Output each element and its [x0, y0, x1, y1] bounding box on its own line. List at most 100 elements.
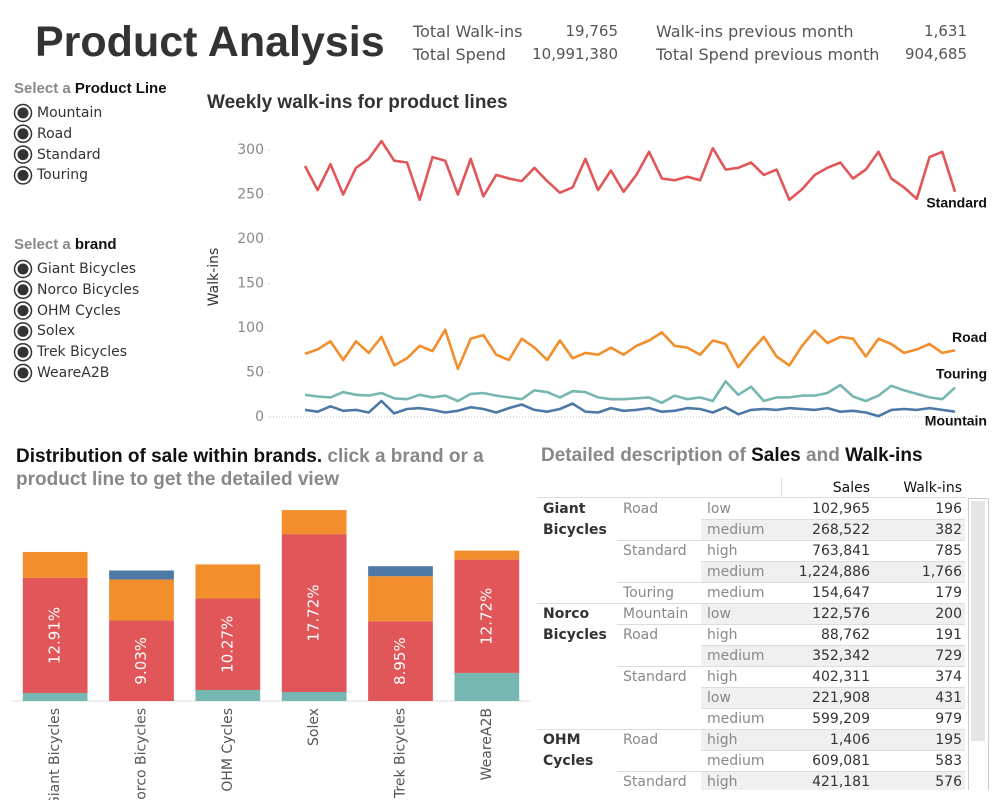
line-cell[interactable]: Standard: [623, 543, 687, 559]
radio-dot: [17, 128, 29, 140]
line-cell[interactable]: Standard: [623, 669, 687, 685]
bar-segment[interactable]: [368, 576, 433, 622]
table-header-line: [537, 497, 965, 498]
series-line: [303, 139, 957, 202]
row-divider: [537, 729, 965, 730]
series-label: Road: [952, 329, 987, 345]
line-cell[interactable]: Road: [623, 627, 659, 643]
x-tick-label[interactable]: OHM Cycles: [220, 708, 236, 792]
bar-segment[interactable]: [368, 621, 433, 701]
kpi-label: Total Walk-ins: [413, 22, 523, 41]
row-divider: [701, 750, 965, 751]
y-tick-label: 0: [255, 409, 264, 425]
y-tick-label: 100: [237, 320, 264, 336]
column-header: Walk-ins: [903, 480, 962, 496]
brand-cell[interactable]: Norco Bicycles: [543, 606, 607, 643]
row-shading: [701, 729, 965, 750]
bar-segment[interactable]: [22, 577, 88, 693]
x-tick-label[interactable]: Trek Bicycles: [393, 708, 409, 799]
kpi-value: 19,765: [565, 22, 619, 40]
line-cell[interactable]: Touring: [623, 585, 675, 601]
y-tick-label: 150: [237, 276, 264, 292]
level-cell: high: [707, 627, 738, 643]
bar-segment[interactable]: [195, 598, 261, 690]
bar-segment[interactable]: [281, 534, 347, 693]
kpi-label: Total Spend: [413, 45, 506, 64]
level-cell: medium: [707, 711, 765, 727]
row-divider: [701, 645, 965, 646]
bar-segment[interactable]: [109, 579, 174, 621]
scrollbar-thumb: [971, 501, 985, 741]
walkins-cell: 196: [935, 501, 962, 517]
sales-cell: 88,762: [821, 627, 870, 643]
bar-segment[interactable]: [454, 559, 520, 673]
column-header: Sales: [832, 480, 870, 496]
bar-segment[interactable]: [109, 620, 174, 701]
walkins-cell: 374: [935, 669, 962, 685]
walkins-cell: 576: [935, 774, 962, 790]
bar-segment[interactable]: [281, 692, 347, 701]
bar-segment[interactable]: [22, 551, 88, 578]
filter-option[interactable]: Touring: [37, 167, 89, 184]
filter-prefix: Select a: [14, 80, 71, 97]
series-line: [304, 380, 956, 405]
title-part: Detailed description of: [541, 445, 746, 466]
row-divider: [617, 540, 965, 541]
filter-option[interactable]: Mountain: [37, 105, 103, 121]
walkins-cell: 195: [935, 732, 962, 748]
filter-option[interactable]: Giant Bicycles: [37, 261, 137, 277]
row-shading: [701, 519, 965, 540]
y-tick-label: 200: [237, 231, 264, 247]
walkins-cell: 785: [935, 543, 962, 559]
x-tick-label[interactable]: WeareA2B: [479, 708, 495, 780]
title-part: and: [806, 445, 840, 466]
bar-segment[interactable]: [454, 672, 520, 701]
row-divider: [701, 519, 965, 520]
bar-segment[interactable]: [195, 564, 261, 599]
bar-segment[interactable]: [195, 689, 261, 701]
x-tick-label[interactable]: Solex: [306, 708, 322, 746]
x-tick-label[interactable]: Norco Bicycles: [134, 708, 150, 800]
title-part: Sales: [751, 445, 801, 466]
kpi-value: 904,685: [904, 45, 967, 63]
bar-segment[interactable]: [454, 550, 520, 560]
line-cell[interactable]: Road: [623, 732, 659, 748]
walkins-cell: 979: [935, 711, 962, 727]
value-label: 17.72%: [305, 584, 323, 641]
filter-prefix: Select a: [14, 236, 71, 253]
bar-segment[interactable]: [368, 566, 433, 577]
line-cell[interactable]: Road: [623, 501, 659, 517]
line-cell[interactable]: Standard: [623, 774, 687, 790]
filter-option[interactable]: OHM Cycles: [37, 302, 121, 319]
filter-option[interactable]: Road: [37, 125, 73, 142]
filter-option[interactable]: Standard: [37, 146, 101, 163]
bar-segment[interactable]: [109, 570, 174, 580]
line-cell[interactable]: Mountain: [623, 606, 689, 622]
row-divider: [617, 771, 965, 772]
level-cell: medium: [707, 585, 765, 601]
filter-option[interactable]: Solex: [37, 323, 75, 340]
filter-option[interactable]: WeareA2B: [37, 365, 110, 381]
value-label: 12.72%: [477, 588, 495, 645]
kpi-label: Total Spend previous month: [656, 45, 880, 64]
value-label: 9.03%: [132, 637, 150, 685]
radio-dot: [17, 149, 29, 161]
sales-cell: 122,576: [812, 606, 870, 622]
series-line: [304, 399, 956, 418]
page-title: Product Analysis: [35, 18, 385, 66]
row-divider: [617, 582, 965, 583]
brand-cell[interactable]: Giant Bicycles: [543, 501, 607, 538]
sales-cell: 221,908: [812, 690, 870, 706]
filter-option[interactable]: Norco Bicycles: [37, 281, 140, 298]
filter-option[interactable]: Trek Bicycles: [37, 344, 128, 361]
row-shading: [701, 771, 965, 790]
brand-cell[interactable]: OHM Cycles: [543, 732, 594, 769]
level-cell: high: [707, 774, 738, 790]
chart-title: Distribution of sale within brands. clic…: [16, 445, 526, 491]
row-divider: [701, 687, 965, 688]
radio-dot: [17, 169, 29, 181]
bar-segment[interactable]: [281, 510, 347, 535]
x-tick-label[interactable]: Giant Bicycles: [47, 708, 63, 800]
bar-segment[interactable]: [22, 692, 88, 701]
